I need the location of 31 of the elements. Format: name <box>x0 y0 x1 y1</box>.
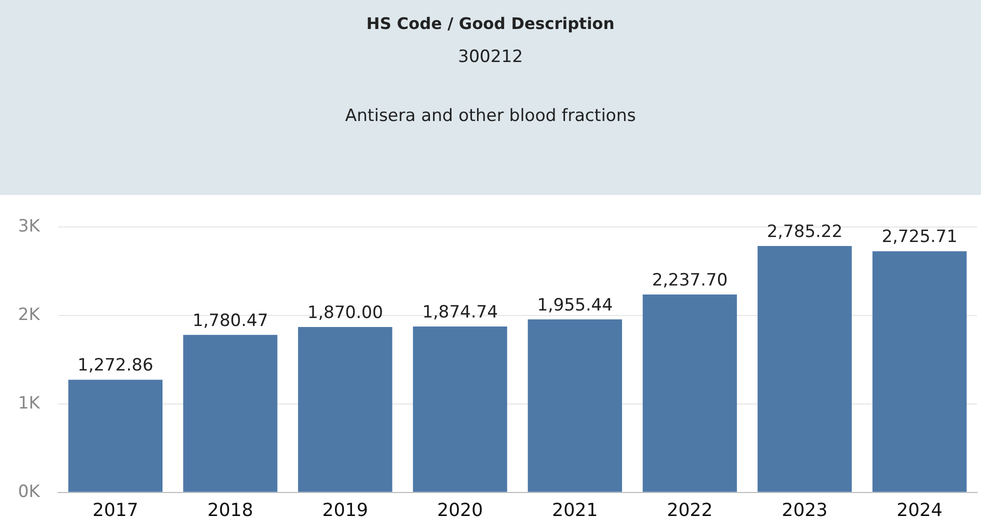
chart-subtitle: 300212 <box>457 47 524 67</box>
y-tick-label: 3K <box>18 216 41 236</box>
x-tick-label: 2022 <box>666 500 713 521</box>
bar <box>298 326 392 492</box>
y-tick-label: 1K <box>18 393 41 414</box>
bar <box>68 380 163 492</box>
x-tick-label: 2017 <box>92 500 138 521</box>
bar <box>528 319 622 492</box>
data-label: 2,725.71 <box>882 227 958 248</box>
x-tick-label: 2021 <box>552 500 598 521</box>
y-tick-label: 0K <box>18 482 41 502</box>
data-label: 1,874.74 <box>422 302 498 322</box>
data-label: 1,780.47 <box>192 310 268 331</box>
x-tick-label: 2023 <box>782 500 828 521</box>
bar <box>758 246 852 492</box>
bar <box>183 334 278 492</box>
y-tick-label: 2K <box>18 304 41 325</box>
bar <box>872 251 967 492</box>
data-label: 2,785.22 <box>766 222 843 242</box>
x-tick-label: 2019 <box>322 500 368 521</box>
bar <box>642 294 737 492</box>
data-label: 2,237.70 <box>652 270 728 290</box>
x-tick-label: 2024 <box>896 500 942 521</box>
data-label: 1,272.86 <box>78 356 154 376</box>
x-tick-label: 2020 <box>437 500 483 521</box>
data-label: 1,870.00 <box>307 302 384 323</box>
bar <box>412 326 508 492</box>
text: Antisera and other blood fractions <box>344 106 637 126</box>
x-tick-label: 2018 <box>207 500 254 521</box>
chart-title: HS Code / Good Description <box>365 13 616 35</box>
data-label: 1,955.44 <box>537 295 613 316</box>
